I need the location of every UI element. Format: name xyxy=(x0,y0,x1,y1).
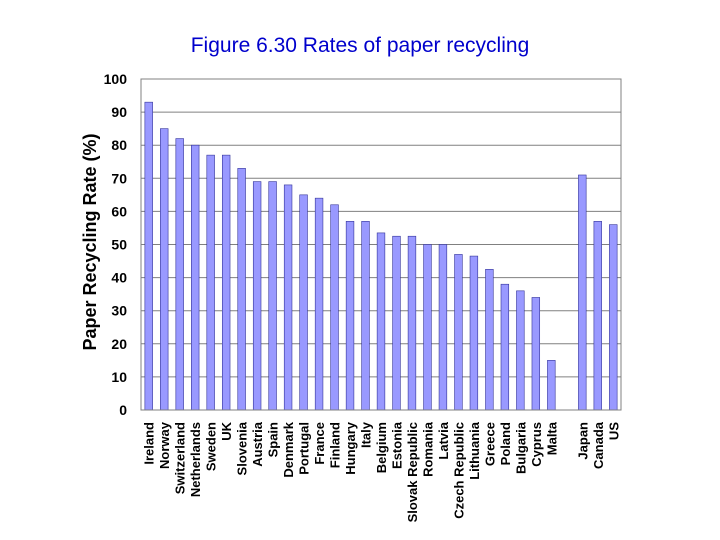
bar-poland xyxy=(500,283,510,411)
bar-us xyxy=(609,224,618,411)
bar-france xyxy=(314,197,324,411)
y-tick-label: 0 xyxy=(119,402,127,418)
x-tick-label: Spain xyxy=(266,422,281,457)
y-tick-label: 100 xyxy=(104,71,128,87)
bar-denmark xyxy=(283,184,293,411)
bar-romania xyxy=(423,244,432,411)
y-tick-label: 10 xyxy=(111,369,127,385)
bar-estonia xyxy=(392,235,401,411)
x-tick-label: Slovenia xyxy=(235,421,250,475)
bar-slovak-republic xyxy=(407,235,417,411)
bar-switzerland xyxy=(175,138,184,411)
bar-sweden xyxy=(206,154,215,411)
x-tick-label: Finland xyxy=(328,422,343,468)
x-tick-label: Austria xyxy=(250,421,265,467)
x-tick-label: Greece xyxy=(482,422,497,466)
x-tick-label: US xyxy=(606,422,621,440)
bar-spain xyxy=(268,181,277,411)
bar-belgium xyxy=(376,232,386,411)
chart-title: Figure 6.30 Rates of paper recycling xyxy=(190,34,530,57)
bar-netherlands xyxy=(191,144,200,411)
x-tick-label: Bulgaria xyxy=(513,421,528,474)
y-tick-label: 30 xyxy=(111,303,127,319)
x-tick-label: Belgium xyxy=(374,422,389,473)
bar-portugal xyxy=(299,194,308,411)
bar-norway xyxy=(160,128,169,411)
x-tick-label: Czech Republic xyxy=(451,422,466,519)
bar-italy xyxy=(361,221,370,411)
bar-ireland xyxy=(144,101,153,411)
y-tick-label: 90 xyxy=(111,104,127,120)
x-tick-label: Lithuania xyxy=(467,421,482,480)
x-tick-label: Malta xyxy=(544,421,559,455)
bar-lithuania xyxy=(469,255,479,411)
bar-bulgaria xyxy=(516,290,525,411)
x-tick-label: Switzerland xyxy=(173,422,188,494)
y-axis-title: Paper Recycling Rate (%) xyxy=(80,133,100,350)
bars xyxy=(144,101,618,411)
bar-latvia xyxy=(438,244,448,411)
x-tick-label: Norway xyxy=(157,421,172,469)
bar-slovenia xyxy=(237,168,246,411)
bar-canada xyxy=(593,221,602,411)
y-tick-label: 40 xyxy=(111,270,127,286)
x-tick-label: Ireland xyxy=(142,422,157,465)
y-tick-label: 50 xyxy=(111,237,127,253)
bar-finland xyxy=(330,204,339,411)
bar-uk xyxy=(221,154,231,411)
x-tick-label: UK xyxy=(219,421,234,440)
x-tick-label: Netherlands xyxy=(188,422,203,497)
x-tick-label: Cyprus xyxy=(529,422,544,467)
bar-japan xyxy=(578,174,587,411)
x-tick-label: Estonia xyxy=(389,421,404,469)
bar-greece xyxy=(485,269,494,411)
x-tick-label: Latvia xyxy=(436,421,451,459)
plot-area xyxy=(140,78,622,411)
x-tick-label: Hungary xyxy=(343,421,358,475)
x-tick-label: France xyxy=(312,422,327,465)
x-tick-label: Japan xyxy=(575,422,590,460)
x-tick-label: Poland xyxy=(498,422,513,465)
x-tick-label: Slovak Republic xyxy=(405,422,420,522)
y-tick-label: 60 xyxy=(111,203,127,219)
bar-malta xyxy=(547,360,556,411)
bar-cyprus xyxy=(531,297,541,411)
y-tick-label: 70 xyxy=(111,170,127,186)
y-tick-label: 20 xyxy=(111,336,127,352)
bar-hungary xyxy=(345,221,355,411)
x-tick-label: Sweden xyxy=(204,422,219,471)
bar-austria xyxy=(252,181,262,411)
x-axis-labels: Ireland Norway Switzerland Netherlands Swede… xyxy=(142,421,622,522)
x-tick-label: Romania xyxy=(420,421,435,477)
x-tick-label: Denmark xyxy=(281,421,296,477)
y-tick-label: 80 xyxy=(111,137,127,153)
y-axis-ticks: 0 10 20 30 40 50 60 70 80 90 100 xyxy=(104,71,128,418)
x-tick-label: Portugal xyxy=(297,422,312,475)
x-tick-label: Canada xyxy=(591,421,606,469)
bar-czech-republic xyxy=(454,254,463,411)
x-tick-label: Italy xyxy=(359,421,374,448)
